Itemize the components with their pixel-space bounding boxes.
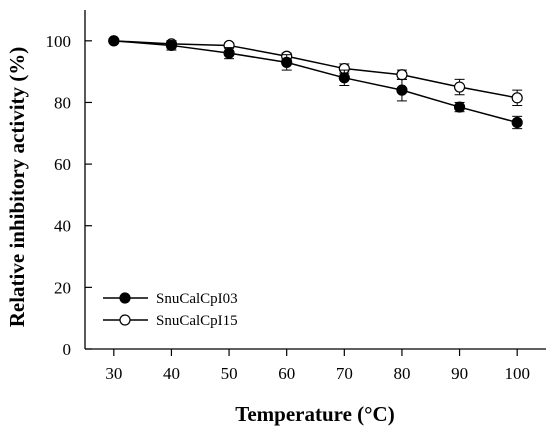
data-point bbox=[396, 69, 408, 81]
x-tick-label: 50 bbox=[221, 364, 238, 383]
series-line bbox=[113, 40, 518, 124]
y-tick-label: 100 bbox=[46, 32, 72, 51]
legend-label: SnuCalCpI15 bbox=[156, 313, 238, 329]
legend: SnuCalCpI03 SnuCalCpI15 bbox=[103, 291, 238, 329]
data-point bbox=[281, 56, 293, 68]
y-tick-label: 0 bbox=[63, 340, 72, 359]
y-tick-label: 40 bbox=[54, 217, 71, 236]
y-ticks: 0 20 40 60 80 100 bbox=[46, 32, 92, 359]
data-point bbox=[511, 116, 523, 129]
series-SnuCalCpI03 bbox=[108, 35, 523, 130]
series-layer bbox=[108, 35, 523, 130]
data-point bbox=[338, 72, 350, 84]
x-tick-label: 60 bbox=[278, 364, 295, 383]
legend-label: SnuCalCpI03 bbox=[156, 291, 238, 307]
x-tick-label: 80 bbox=[393, 364, 410, 383]
x-tick-label: 40 bbox=[163, 364, 180, 383]
x-tick-label: 70 bbox=[336, 364, 353, 383]
data-point bbox=[511, 92, 523, 104]
data-point bbox=[453, 101, 466, 113]
y-axis-title: Relative inhibitory activity (%) bbox=[5, 47, 29, 328]
data-point bbox=[453, 81, 466, 93]
data-point bbox=[108, 35, 120, 47]
legend-marker bbox=[119, 292, 131, 304]
series-line bbox=[113, 40, 518, 99]
x-tick-label: 100 bbox=[504, 364, 530, 383]
y-tick-label: 80 bbox=[54, 93, 71, 112]
data-point bbox=[165, 39, 178, 52]
plot-frame bbox=[84, 10, 546, 350]
x-tick-label: 30 bbox=[105, 364, 122, 383]
x-tick-label: 90 bbox=[451, 364, 468, 383]
x-axis-title: Temperature (°C) bbox=[235, 402, 394, 426]
y-tick-label: 60 bbox=[54, 155, 71, 174]
legend-marker bbox=[119, 314, 131, 326]
data-point bbox=[223, 47, 235, 59]
data-point bbox=[396, 84, 408, 96]
x-ticks: 30 40 50 60 70 80 90 100 bbox=[105, 349, 530, 383]
y-tick-label: 20 bbox=[54, 278, 71, 297]
